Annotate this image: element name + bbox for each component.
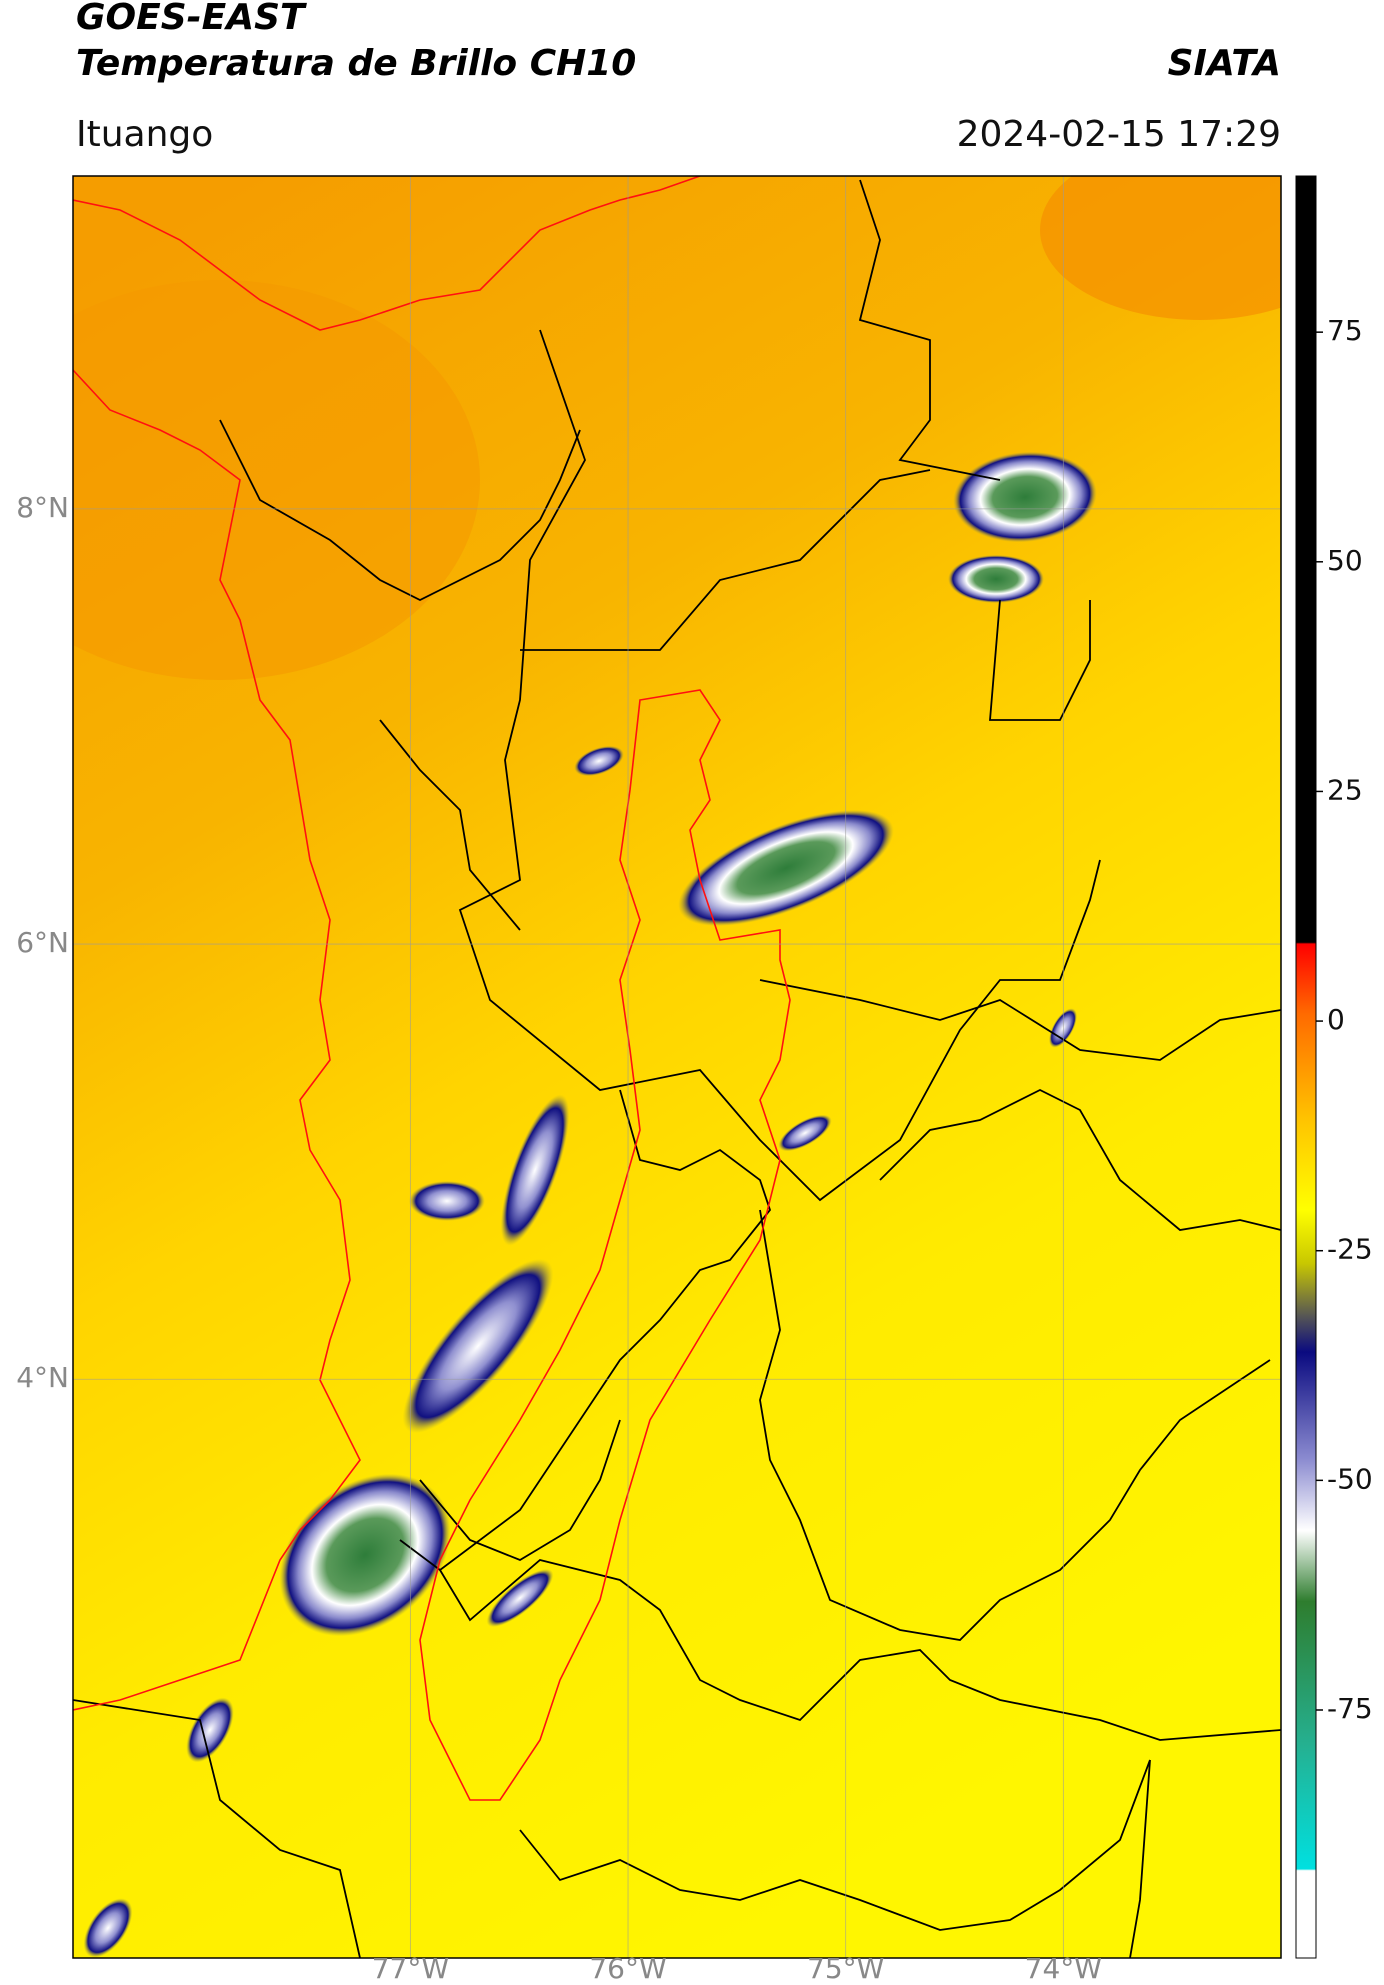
- coast-and-basin: [73, 176, 791, 1801]
- colorbar-tick-label: 75: [1327, 314, 1363, 347]
- y-tick-label: 8°N: [16, 491, 69, 524]
- x-tick-label: 75°W: [807, 1952, 884, 1981]
- colorbar-tick-label: -75: [1327, 1692, 1373, 1725]
- borders: [73, 179, 1281, 1958]
- source: SIATA: [1168, 43, 1281, 84]
- colorbar-tick-label: -25: [1327, 1233, 1373, 1266]
- datetime: 2024-02-15 17:29: [957, 114, 1281, 155]
- x-tick-label: 77°W: [372, 1952, 449, 1981]
- colorbar-tick-label: 50: [1327, 544, 1363, 577]
- subtitle: Temperatura de Brillo CH10: [76, 43, 636, 84]
- x-tick-label: 74°W: [1025, 1952, 1102, 1981]
- map-image: [73, 176, 1281, 1958]
- colorbar-tick-label: 25: [1327, 773, 1363, 806]
- colorbar-tick-label: 0: [1327, 1003, 1345, 1036]
- title: GOES-EAST: [76, 0, 307, 38]
- graticule: [73, 176, 1281, 1958]
- location: Ituango: [76, 114, 213, 155]
- x-tick-label: 76°W: [589, 1952, 666, 1981]
- clouds: [83, 451, 1097, 1958]
- y-tick-label: 4°N: [16, 1361, 69, 1394]
- colorbar: [1295, 175, 1317, 1959]
- map-frame: [72, 175, 1282, 1959]
- colorbar-tick-label: -50: [1327, 1462, 1373, 1495]
- y-tick-label: 6°N: [16, 926, 69, 959]
